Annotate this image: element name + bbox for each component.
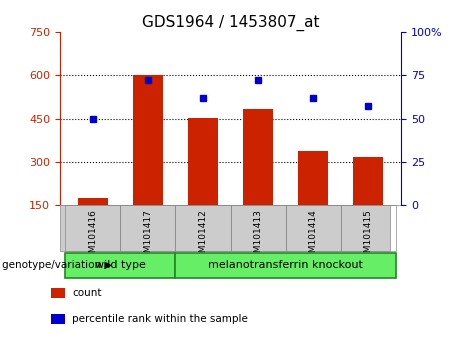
Bar: [341, 205, 396, 251]
Text: GSM101412: GSM101412: [199, 209, 207, 264]
Bar: [65, 253, 176, 278]
Bar: [243, 109, 273, 205]
Text: genotype/variation ▶: genotype/variation ▶: [2, 261, 112, 270]
Text: melanotransferrin knockout: melanotransferrin knockout: [208, 261, 363, 270]
Bar: [120, 205, 176, 251]
Text: GSM101415: GSM101415: [364, 209, 372, 264]
Title: GDS1964 / 1453807_at: GDS1964 / 1453807_at: [142, 14, 319, 30]
Bar: [78, 198, 108, 205]
Text: wild type: wild type: [95, 261, 146, 270]
Bar: [188, 118, 218, 205]
Bar: [298, 151, 328, 205]
Bar: [51, 288, 65, 298]
Text: count: count: [72, 288, 102, 298]
Text: GSM101417: GSM101417: [143, 209, 153, 264]
Bar: [285, 205, 341, 251]
Bar: [353, 157, 383, 205]
Bar: [230, 205, 285, 251]
Text: GSM101416: GSM101416: [89, 209, 97, 264]
Text: GSM101413: GSM101413: [254, 209, 262, 264]
Bar: [176, 205, 230, 251]
Bar: [176, 253, 396, 278]
Bar: [133, 75, 163, 205]
Bar: [51, 314, 65, 324]
Text: percentile rank within the sample: percentile rank within the sample: [72, 314, 248, 324]
Text: GSM101414: GSM101414: [308, 209, 318, 264]
Bar: [65, 205, 120, 251]
